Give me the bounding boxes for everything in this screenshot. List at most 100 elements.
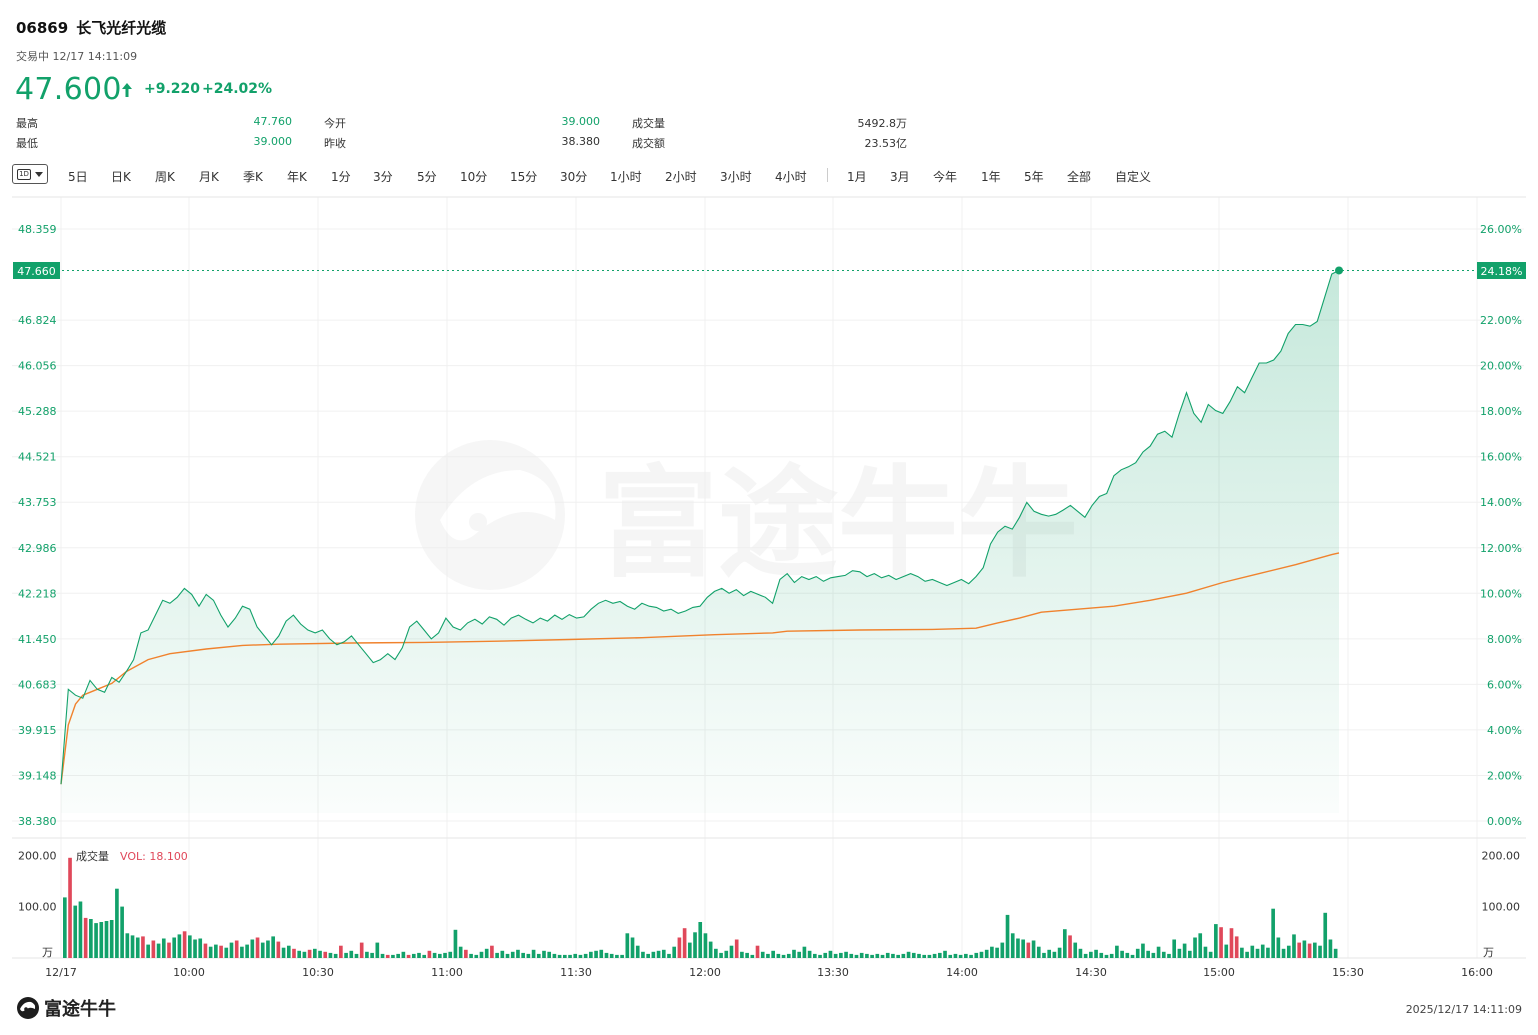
volume-bar [130,935,135,958]
volume-bar [1078,948,1083,958]
volume-bar [552,953,557,958]
percent-tick-label: 18.00% [1480,405,1522,418]
volume-bar [536,953,541,958]
volume-bar [448,951,453,958]
volume-bar [599,949,604,958]
time-tick-label: 10:30 [302,966,334,979]
volume-bar [391,954,395,958]
tab-year-k[interactable]: 年K [287,170,307,184]
volume-bar [620,954,624,958]
price-tick-label: 44.521 [18,451,57,464]
volume-bar [682,928,687,958]
volume-label: 成交量 [76,849,109,863]
volume-bar [1161,951,1166,958]
volume-bar [396,953,400,958]
time-tick-label: 10:00 [173,966,205,979]
volume-bar [870,954,874,958]
tab-3hour[interactable]: 3小时 [720,170,752,184]
volume-bar [1255,948,1260,958]
volume-bar [307,949,312,958]
tab-10min[interactable]: 10分 [460,170,488,184]
tab-4hour[interactable]: 4小时 [775,170,807,184]
volume-bar [656,950,661,958]
volume-bar [760,951,765,958]
volume-bar [1094,949,1098,958]
tab-5year[interactable]: 5年 [1024,170,1044,184]
volume-bar [745,952,749,958]
percent-tick-label: 26.00% [1480,223,1522,236]
volume-bar [83,917,88,958]
volume-bar [1250,945,1255,958]
volume-bar [786,953,791,958]
tab-5min[interactable]: 5分 [417,170,437,184]
price-tick-label: 46.824 [18,314,57,327]
volume-bar [1203,946,1208,958]
tab-1year[interactable]: 1年 [981,170,1001,184]
volume-bar [797,951,802,958]
volume-bar [443,952,447,958]
volume-bar [1229,928,1234,958]
volume-bar [318,950,322,958]
tab-1min[interactable]: 1分 [331,170,351,184]
volume-bar [974,952,979,958]
tab-30min[interactable]: 30分 [560,170,588,184]
period-selector-dropdown[interactable]: 1D [12,164,48,184]
tab-month-k[interactable]: 月K [199,170,219,184]
stat-label-turnover: 成交额 [632,137,665,150]
tab-all[interactable]: 全部 [1067,170,1092,184]
volume-bar [828,950,833,958]
volume-bar [740,951,744,958]
percent-tick-label: 22.00% [1480,314,1522,327]
time-tick-label: 15:00 [1203,966,1235,979]
stock-name: 长飞光纤光缆 [76,19,167,37]
volume-bar [1276,937,1281,958]
tab-15min[interactable]: 15分 [510,170,538,184]
volume-bar [479,951,484,958]
tab-quarter-k[interactable]: 季K [243,170,263,184]
tab-custom[interactable]: 自定义 [1115,170,1152,184]
period-active-label: 1D [17,168,31,180]
volume-bars [63,857,1338,959]
last-price-label: 47.660 [17,265,56,278]
volume-bar [812,953,817,958]
volume-bar [542,950,546,958]
price-tick-label: 42.986 [18,542,57,555]
last-pct-label: 24.18% [1481,265,1523,278]
volume-bar [1089,951,1093,958]
time-tick-label: 11:30 [560,966,592,979]
tab-5day[interactable]: 5日 [68,170,88,184]
volume-bar [667,953,671,958]
tab-day-k[interactable]: 日K [111,170,131,184]
price-tick-label: 41.450 [18,633,57,646]
tab-3month[interactable]: 3月 [890,170,910,184]
volume-bar [823,952,828,958]
volume-bar [1083,953,1088,958]
volume-bar [245,944,249,958]
up-arrow-icon [121,82,133,101]
tab-1month[interactable]: 1月 [847,170,867,184]
volume-bar [661,949,666,958]
volume-bar [417,952,421,958]
volume-bar [1193,937,1197,958]
volume-bar [729,945,734,958]
tab-week-k[interactable]: 周K [155,170,175,184]
volume-bar [1281,948,1286,958]
volume-bar [313,948,317,958]
volume-bar [995,947,999,958]
volume-bar [151,940,156,958]
volume-bar [99,922,104,958]
tab-2hour[interactable]: 2小时 [665,170,697,184]
last-price-badge [13,262,60,279]
volume-bar [1135,948,1140,958]
volume-bar [234,940,239,958]
percent-tick-label: 10.00% [1480,587,1522,600]
volume-bar [635,945,640,958]
tab-3min[interactable]: 3分 [373,170,393,184]
tab-1hour[interactable]: 1小时 [610,170,642,184]
stat-value-high: 47.760 [253,115,293,128]
volume-bar [547,951,552,958]
percent-tick-label: 2.00% [1487,769,1522,782]
volume-bar [771,950,775,958]
tab-ytd[interactable]: 今年 [933,170,958,184]
